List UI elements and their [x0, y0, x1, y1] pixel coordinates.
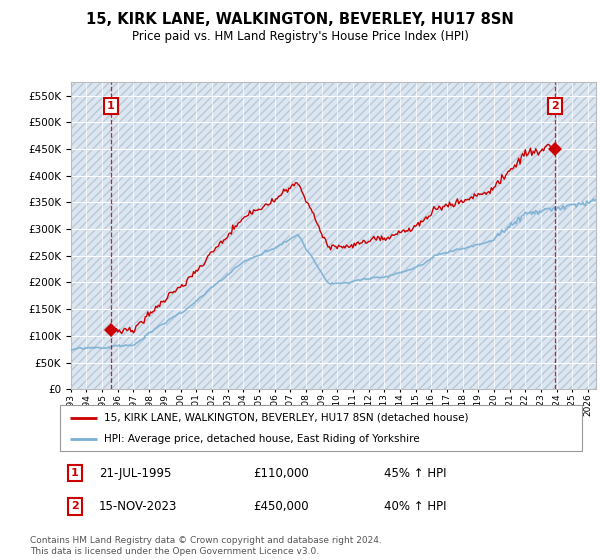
Text: Contains HM Land Registry data © Crown copyright and database right 2024.
This d: Contains HM Land Registry data © Crown c… — [30, 536, 382, 556]
Text: £450,000: £450,000 — [253, 500, 309, 513]
Text: 45% ↑ HPI: 45% ↑ HPI — [383, 467, 446, 480]
Text: 15-NOV-2023: 15-NOV-2023 — [99, 500, 178, 513]
Text: HPI: Average price, detached house, East Riding of Yorkshire: HPI: Average price, detached house, East… — [104, 434, 420, 444]
Text: 40% ↑ HPI: 40% ↑ HPI — [383, 500, 446, 513]
Text: 2: 2 — [71, 501, 79, 511]
Text: 2: 2 — [551, 101, 559, 111]
Text: 21-JUL-1995: 21-JUL-1995 — [99, 467, 172, 480]
Text: Price paid vs. HM Land Registry's House Price Index (HPI): Price paid vs. HM Land Registry's House … — [131, 30, 469, 43]
Text: 15, KIRK LANE, WALKINGTON, BEVERLEY, HU17 8SN: 15, KIRK LANE, WALKINGTON, BEVERLEY, HU1… — [86, 12, 514, 27]
Text: £110,000: £110,000 — [253, 467, 309, 480]
Text: 1: 1 — [107, 101, 115, 111]
Text: 1: 1 — [71, 468, 79, 478]
FancyBboxPatch shape — [60, 405, 582, 451]
Text: 15, KIRK LANE, WALKINGTON, BEVERLEY, HU17 8SN (detached house): 15, KIRK LANE, WALKINGTON, BEVERLEY, HU1… — [104, 413, 469, 423]
